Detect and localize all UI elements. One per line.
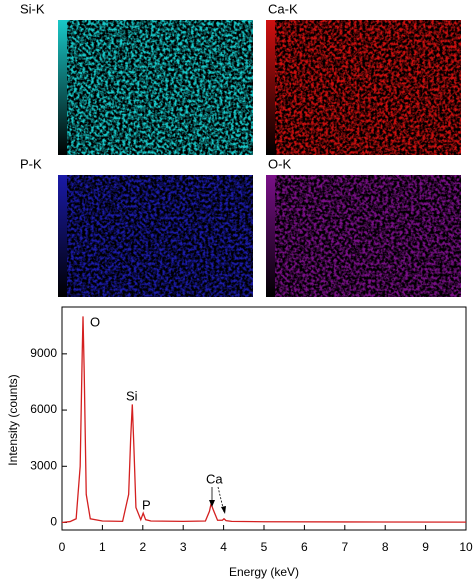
x-tick-label: 0: [59, 540, 66, 554]
peak-label: O: [90, 314, 100, 329]
arrow-head: [209, 500, 215, 507]
color-bar: [58, 20, 67, 155]
y-axis-title: Intensity (counts): [6, 374, 20, 465]
map-signal: [58, 175, 253, 297]
peak-label: Ca: [206, 471, 223, 486]
y-tick-label: 0: [50, 515, 57, 529]
map-label: O-K: [268, 156, 291, 171]
map-signal: [266, 175, 461, 297]
x-tick-label: 6: [301, 540, 308, 554]
map-label: P-K: [20, 156, 42, 171]
y-tick-label: 9000: [30, 346, 57, 360]
x-tick-label: 7: [341, 540, 348, 554]
x-tick-label: 3: [180, 540, 187, 554]
spectrum-plot: 0 1 2 3 4 5 6 7 8 9 10 0 3000 6000 9000: [30, 316, 473, 554]
x-tick-label: 8: [382, 540, 389, 554]
x-tick-label: 1: [99, 540, 106, 554]
x-axis-title: Energy (keV): [229, 565, 299, 579]
y-tick-label: 3000: [30, 458, 57, 472]
element-maps: Si-K Ca-K P-K O-K: [20, 1, 461, 297]
peak-label: Si: [126, 388, 138, 403]
color-bar: [266, 20, 275, 155]
x-tick-label: 2: [139, 540, 146, 554]
x-tick-label: 10: [459, 540, 473, 554]
spectrum-line: [61, 316, 467, 524]
plot-frame: [61, 306, 467, 531]
map-label: Si-K: [20, 1, 45, 16]
map-label: Ca-K: [268, 1, 298, 16]
map-signal: [58, 20, 253, 155]
peak-label: P: [142, 497, 151, 512]
color-bar: [58, 175, 67, 297]
y-tick-label: 6000: [30, 402, 57, 416]
x-tick-label: 5: [261, 540, 268, 554]
map-signal: [266, 20, 461, 155]
color-bar: [266, 175, 275, 297]
x-tick-label: 4: [220, 540, 227, 554]
x-tick-label: 9: [422, 540, 429, 554]
arrow-head: [221, 506, 226, 514]
